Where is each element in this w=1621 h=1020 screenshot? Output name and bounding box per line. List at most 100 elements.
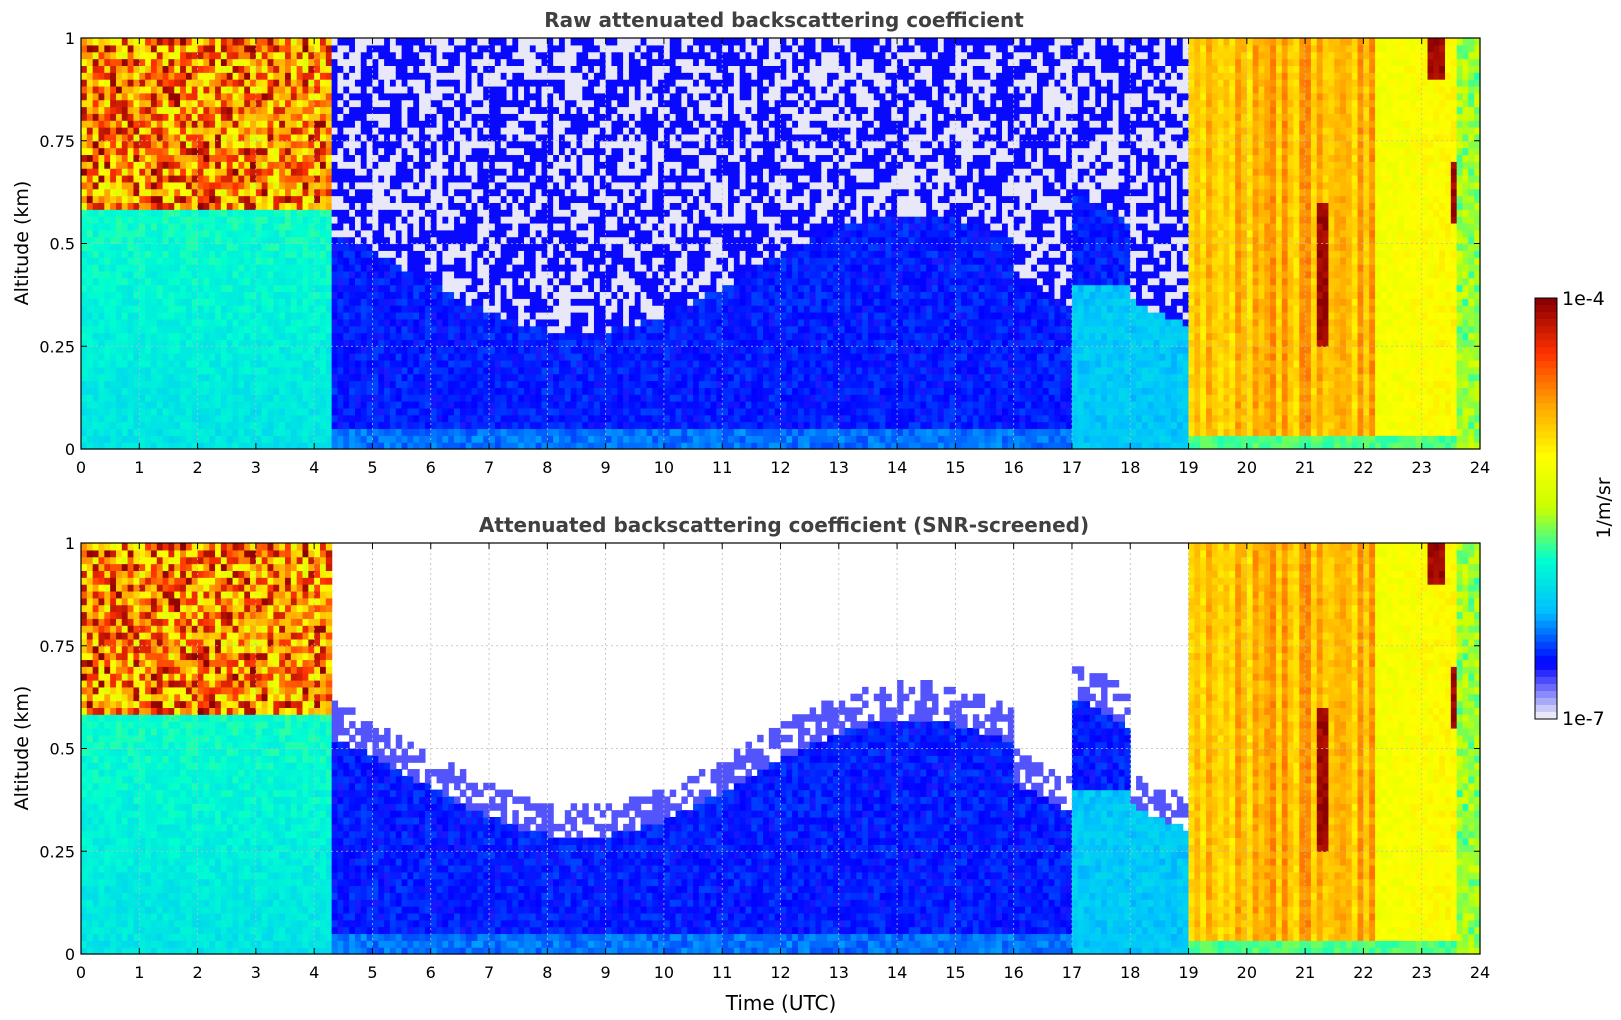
heatmap-cell — [314, 401, 321, 409]
heatmap-cell — [518, 373, 525, 382]
heatmap-cell — [407, 270, 414, 279]
heatmap-cell — [424, 79, 432, 87]
heatmap-cell — [547, 113, 554, 121]
heatmap-cell — [279, 188, 286, 197]
heatmap-cell — [459, 359, 467, 368]
heatmap-cell — [442, 428, 449, 436]
heatmap-cell — [331, 161, 339, 169]
heatmap-cell — [325, 72, 333, 80]
heatmap-cell — [349, 168, 356, 176]
heatmap-cell — [215, 325, 222, 334]
heatmap-cell — [250, 154, 257, 162]
heatmap-cell — [308, 312, 315, 320]
heatmap-cell — [133, 99, 140, 108]
heatmap-cell — [337, 147, 344, 156]
heatmap-cell — [349, 209, 356, 217]
heatmap-cell — [226, 222, 234, 231]
heatmap-cell — [180, 373, 187, 382]
heatmap-cell — [337, 325, 344, 334]
heatmap-cell — [314, 188, 321, 197]
heatmap-cell — [459, 305, 467, 313]
heatmap-cell — [436, 387, 444, 395]
heatmap-cell — [203, 106, 210, 114]
heatmap-cell — [477, 428, 484, 436]
heatmap-cell — [547, 195, 554, 203]
heatmap-cell — [180, 222, 187, 231]
heatmap-cell — [413, 99, 420, 108]
heatmap-cell — [349, 140, 356, 149]
heatmap-cell — [290, 346, 298, 354]
heatmap-cell — [471, 401, 478, 409]
heatmap-cell — [430, 38, 438, 46]
heatmap-cell — [110, 120, 117, 128]
heatmap-cell — [215, 270, 222, 279]
heatmap-cell — [255, 428, 263, 436]
heatmap-cell — [430, 85, 438, 94]
heatmap-cell — [150, 366, 158, 375]
heatmap-cell — [314, 202, 321, 210]
heatmap-cell — [389, 168, 397, 176]
heatmap-cell — [174, 359, 181, 368]
heatmap-cell — [349, 99, 356, 108]
heatmap-cell — [471, 44, 478, 53]
heatmap-cell — [524, 85, 531, 94]
heatmap-cell — [180, 38, 187, 46]
heatmap-cell — [180, 401, 187, 409]
heatmap-cell — [121, 407, 129, 416]
heatmap-cell — [448, 38, 455, 46]
heatmap-cell — [494, 380, 502, 388]
heatmap-cell — [424, 72, 432, 80]
heatmap-cell — [81, 264, 88, 272]
heatmap-cell — [150, 332, 158, 340]
heatmap-cell — [378, 222, 385, 231]
heatmap-cell — [121, 353, 129, 361]
heatmap-cell — [547, 133, 554, 142]
heatmap-cell — [220, 250, 228, 258]
heatmap-cell — [320, 291, 327, 299]
heatmap-cell — [174, 140, 181, 149]
heatmap-cell — [354, 85, 362, 94]
heatmap-cell — [296, 65, 304, 73]
heatmap-cell — [424, 401, 432, 409]
heatmap-cell — [506, 113, 513, 121]
heatmap-cell — [325, 257, 333, 265]
heatmap-cell — [325, 168, 333, 176]
heatmap-cell — [285, 175, 292, 183]
heatmap-cell — [389, 202, 397, 210]
heatmap-cell — [331, 250, 339, 258]
heatmap-cell — [261, 236, 269, 245]
heatmap-cell — [308, 435, 315, 443]
heatmap-cell — [115, 120, 123, 128]
heatmap-cell — [419, 243, 426, 251]
heatmap-cell — [349, 72, 356, 80]
heatmap-cell — [98, 298, 105, 306]
heatmap-cell — [279, 79, 286, 87]
heatmap-cell — [290, 414, 298, 423]
heatmap-cell — [226, 318, 234, 327]
heatmap-cell — [471, 127, 478, 135]
heatmap-cell — [133, 140, 140, 149]
heatmap-cell — [518, 188, 525, 197]
heatmap-cell — [203, 359, 210, 368]
heatmap-cell — [465, 277, 473, 286]
heatmap-cell — [395, 175, 403, 183]
heatmap-cell — [325, 147, 333, 156]
heatmap-cell — [407, 175, 414, 183]
heatmap-cell — [267, 312, 274, 320]
heatmap-cell — [477, 298, 484, 306]
heatmap-cell — [349, 264, 356, 272]
heatmap-cell — [81, 332, 88, 340]
heatmap-cell — [110, 332, 117, 340]
heatmap-cell — [86, 387, 94, 395]
heatmap-cell — [156, 161, 164, 169]
heatmap-cell — [156, 38, 164, 46]
heatmap-cell — [197, 387, 205, 395]
heatmap-cell — [483, 140, 490, 149]
heatmap-cell — [518, 387, 525, 395]
heatmap-cell — [500, 401, 508, 409]
heatmap-cell — [430, 120, 438, 128]
heatmap-cell — [290, 147, 298, 156]
heatmap-cell — [518, 442, 525, 450]
heatmap-cell — [285, 222, 292, 231]
heatmap-cell — [244, 387, 251, 395]
